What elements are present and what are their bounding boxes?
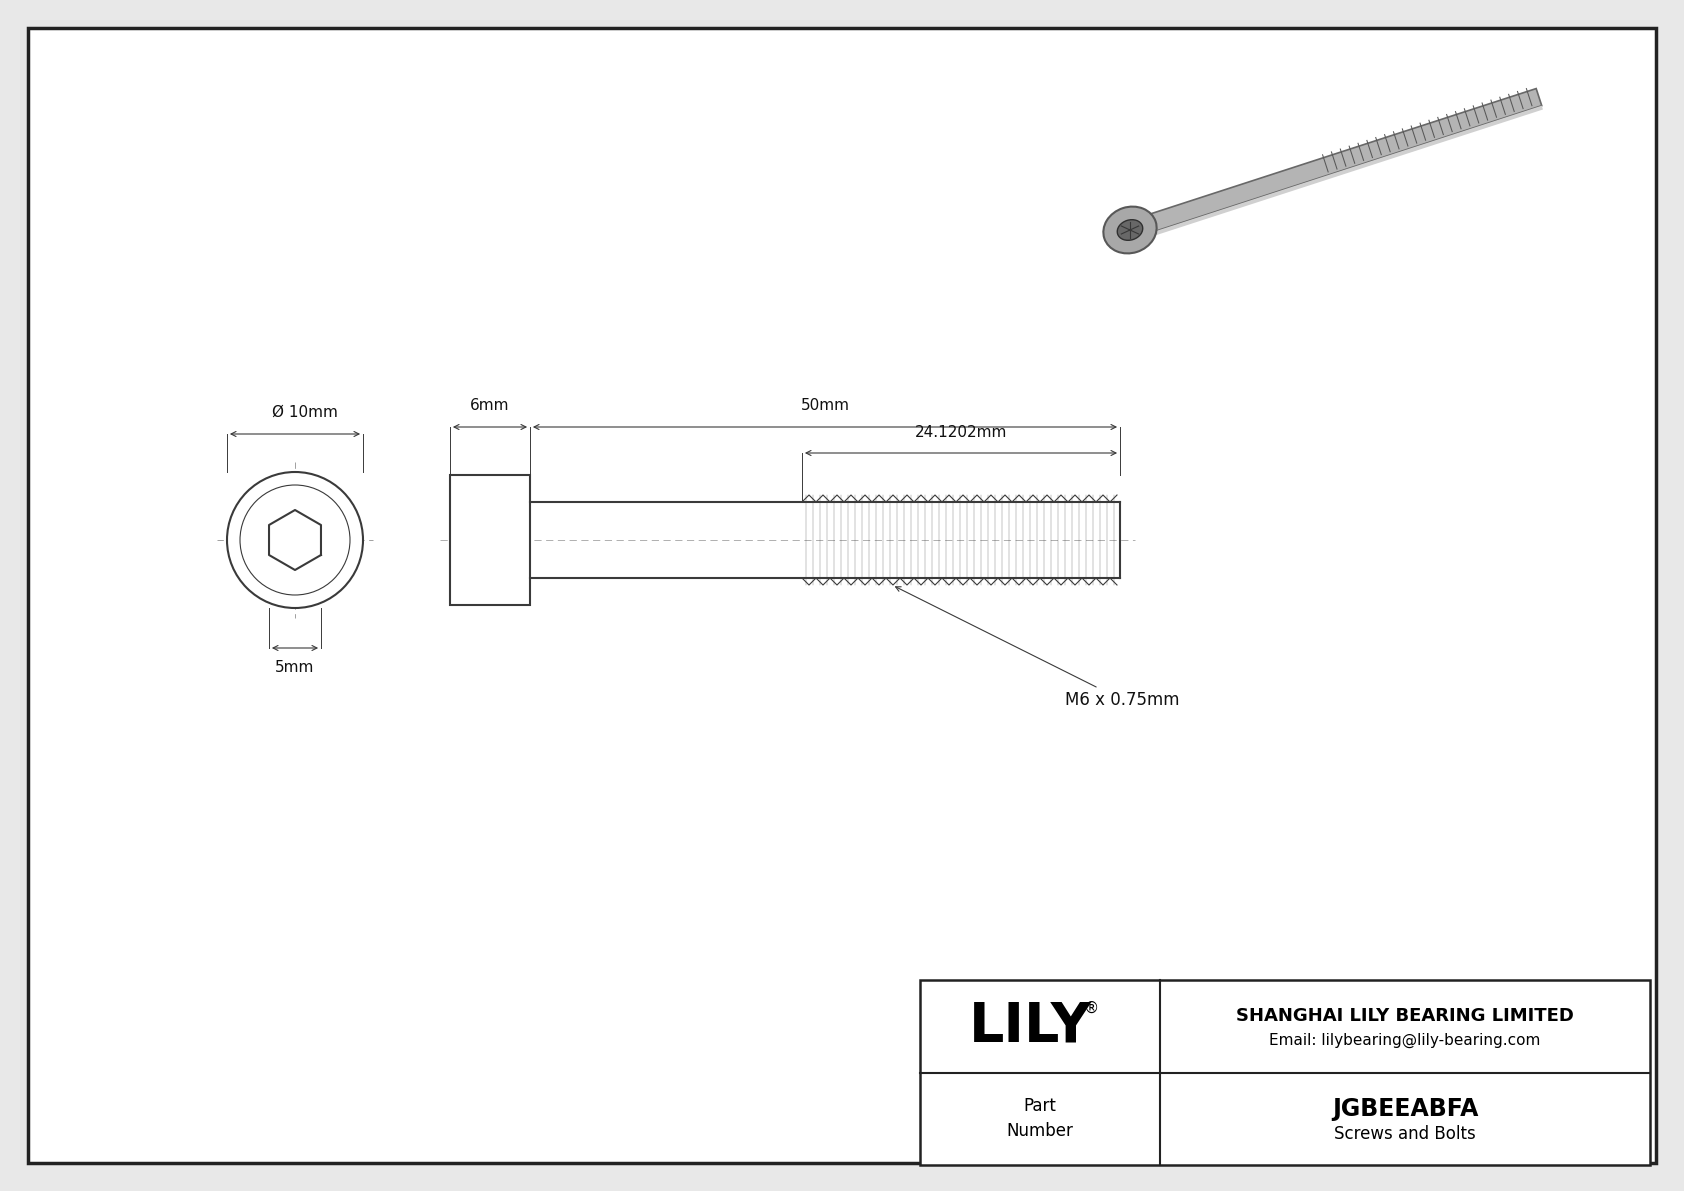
Text: 6mm: 6mm [470, 398, 510, 413]
Circle shape [227, 472, 364, 607]
Text: JGBEEABFA: JGBEEABFA [1332, 1097, 1479, 1121]
Text: 50mm: 50mm [800, 398, 849, 413]
Text: Email: lilybearing@lily-bearing.com: Email: lilybearing@lily-bearing.com [1270, 1033, 1541, 1048]
Bar [919, 980, 1650, 1165]
Text: Ø 10mm: Ø 10mm [273, 405, 338, 420]
Polygon shape [1127, 88, 1543, 238]
Text: Part
Number: Part Number [1007, 1097, 1073, 1140]
Text: LILY: LILY [968, 999, 1091, 1053]
Text: 24.1202mm: 24.1202mm [914, 425, 1007, 439]
Ellipse shape [1116, 219, 1143, 241]
Text: 5mm: 5mm [274, 660, 315, 675]
Text: ®: ® [1084, 1000, 1100, 1016]
Text: SHANGHAI LILY BEARING LIMITED: SHANGHAI LILY BEARING LIMITED [1236, 1008, 1575, 1025]
Text: Screws and Bolts: Screws and Bolts [1334, 1124, 1475, 1142]
Text: M6 x 0.75mm: M6 x 0.75mm [896, 587, 1179, 709]
Bar [450, 475, 530, 605]
Ellipse shape [1103, 206, 1157, 254]
Polygon shape [1133, 106, 1543, 242]
Circle shape [241, 485, 350, 596]
